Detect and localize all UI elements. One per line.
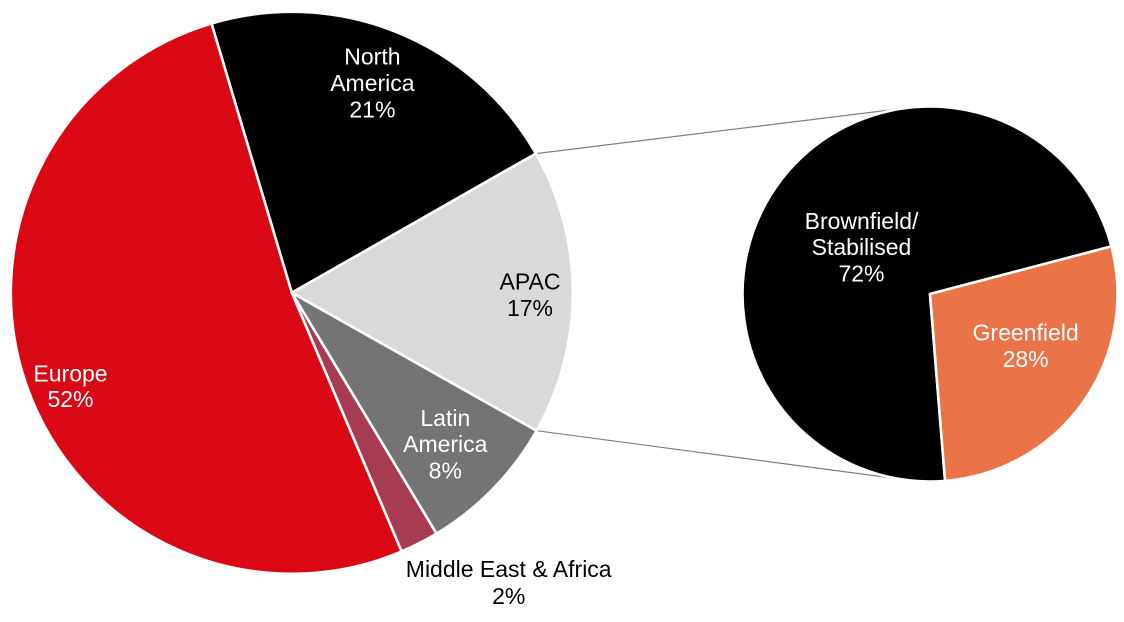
svg-text:APAC: APAC: [500, 268, 561, 294]
svg-text:17%: 17%: [507, 295, 553, 321]
svg-text:Greenfield: Greenfield: [973, 320, 1079, 346]
svg-text:52%: 52%: [47, 386, 93, 412]
svg-text:Latin: Latin: [420, 405, 470, 431]
svg-text:Stabilised: Stabilised: [812, 234, 912, 260]
svg-text:21%: 21%: [349, 97, 395, 123]
svg-text:8%: 8%: [429, 457, 462, 483]
svg-text:North: North: [344, 44, 400, 70]
svg-text:Middle East & Africa: Middle East & Africa: [406, 556, 612, 582]
svg-text:Brownfield/: Brownfield/: [805, 208, 919, 234]
svg-text:America: America: [403, 431, 488, 457]
svg-text:America: America: [330, 70, 415, 96]
svg-text:2%: 2%: [492, 583, 525, 609]
svg-text:72%: 72%: [838, 260, 884, 286]
svg-text:28%: 28%: [1003, 346, 1049, 372]
svg-text:Europe: Europe: [33, 361, 107, 387]
